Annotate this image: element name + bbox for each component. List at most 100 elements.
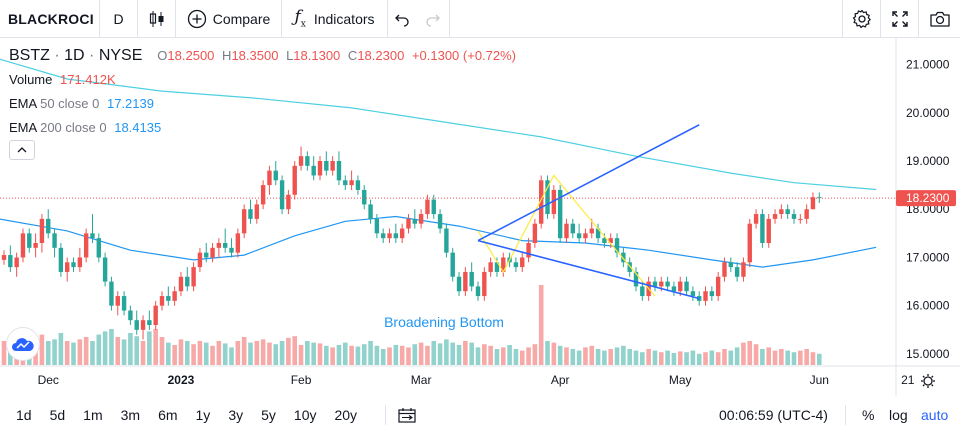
volume-bar (393, 345, 399, 365)
timeframe-button-5y[interactable]: 5y (261, 406, 276, 423)
last-price-label: 18.2300 (906, 191, 950, 205)
candle-body (614, 238, 620, 253)
candle-body (229, 247, 234, 253)
legend-exchange: NYSE (98, 47, 143, 64)
volume-bar (513, 349, 519, 365)
volume-bar (90, 341, 95, 365)
candle-body (267, 170, 272, 186)
candle-body (684, 281, 689, 292)
candle-body (27, 233, 32, 248)
tradingview-logo[interactable] (6, 327, 40, 361)
volume-bar (147, 331, 152, 365)
candle-body (305, 156, 310, 166)
volume-bar (463, 341, 468, 365)
price-tick-label: 19.0000 (906, 154, 950, 168)
volume-bar (178, 339, 184, 365)
ema200-legend[interactable]: EMA 200 close 0 18.4135 (9, 120, 161, 135)
timeframe-button-20y[interactable]: 20y (334, 406, 358, 423)
volume-bar (469, 342, 474, 365)
volume-bar (785, 350, 790, 365)
timeframe-button-3y[interactable]: 3y (228, 406, 244, 423)
candle-body (14, 257, 19, 268)
date-range-button[interactable] (398, 407, 416, 423)
price-chart[interactable]: 21.000020.000019.000018.000017.000016.00… (0, 38, 960, 396)
candle-body (362, 189, 367, 205)
timeframe-button-5d[interactable]: 5d (49, 406, 66, 423)
volume-bar (576, 350, 582, 365)
candle-body (71, 262, 76, 268)
candle-body (58, 247, 64, 272)
timeframe-button-10y[interactable]: 10y (293, 406, 317, 423)
candle-body (450, 252, 455, 277)
candle-body (20, 233, 26, 258)
volume-bar (677, 351, 683, 365)
volume-bar (153, 329, 158, 365)
candle-body (633, 271, 639, 287)
symbol-search-input[interactable]: BLACKROCI (0, 0, 100, 38)
timeframe-button-1m[interactable]: 1m (83, 406, 103, 423)
volume-bar (658, 352, 664, 365)
candle-body (589, 228, 594, 234)
snapshot-button[interactable] (918, 0, 960, 38)
clock-display[interactable]: 00:06:59 (UTC-4) (719, 406, 828, 423)
volume-bar (766, 347, 772, 365)
interval-button[interactable]: D (100, 0, 138, 38)
volume-bar (71, 342, 76, 365)
volume-bar (526, 347, 531, 365)
indicators-button[interactable]: ƒx Indicators (282, 0, 388, 38)
redo-button[interactable] (416, 0, 450, 38)
candle-body (608, 238, 613, 243)
candle-body (210, 247, 215, 258)
volume-bar (159, 337, 165, 365)
compare-button[interactable]: Compare (176, 0, 282, 38)
percent-toggle[interactable]: % (862, 406, 875, 423)
volume-bar (494, 349, 500, 365)
legend-collapse-button[interactable] (9, 140, 35, 160)
candle-body (437, 214, 443, 229)
settings-button[interactable] (842, 0, 880, 38)
candle-body (456, 276, 462, 292)
candle-body (564, 223, 569, 239)
candle-body (324, 161, 329, 171)
volume-bar (134, 336, 140, 365)
timeframe-button-6m[interactable]: 6m (158, 406, 178, 423)
chart-type-button[interactable] (138, 0, 176, 38)
timeframe-button-1d[interactable]: 1d (16, 406, 32, 423)
legend-open-value: 18.2500 (167, 48, 215, 63)
camera-icon (929, 11, 950, 27)
undo-button[interactable] (388, 0, 416, 38)
volume-bar (753, 344, 759, 365)
candle-body (273, 170, 278, 181)
candle-body (595, 228, 601, 239)
candle-body (715, 276, 721, 297)
volume-bar (595, 349, 601, 365)
candle-body (652, 281, 658, 287)
candle-body (115, 296, 120, 306)
time-axis-settings-icon[interactable] (921, 374, 935, 388)
volume-legend[interactable]: Volume 171.412K (9, 72, 116, 87)
volume-bar (532, 344, 538, 365)
volume-bar (551, 342, 557, 365)
candle-body (785, 209, 790, 215)
timeframe-button-1y[interactable]: 1y (195, 406, 211, 423)
candle-body (128, 310, 133, 321)
volume-bar (640, 352, 645, 365)
log-toggle[interactable]: log (889, 406, 908, 423)
volume-bar (456, 345, 462, 365)
legend-high-value: 18.3500 (231, 48, 279, 63)
volume-bar (810, 352, 816, 365)
timeframe-button-3m[interactable]: 3m (120, 406, 141, 423)
candle-body (640, 286, 645, 297)
candle-body (260, 185, 266, 205)
fullscreen-button[interactable] (880, 0, 918, 38)
candle-body (374, 218, 380, 234)
legend-open-label: O (157, 48, 168, 63)
volume-bar (500, 347, 506, 365)
volume-bar (444, 339, 449, 365)
auto-toggle[interactable]: auto (921, 406, 949, 423)
ema50-legend[interactable]: EMA 50 close 0 17.2139 (9, 96, 154, 111)
legend-low-label: L (286, 48, 294, 63)
volume-bar (715, 352, 721, 365)
candle-body (526, 243, 531, 258)
candle-body (381, 233, 386, 239)
